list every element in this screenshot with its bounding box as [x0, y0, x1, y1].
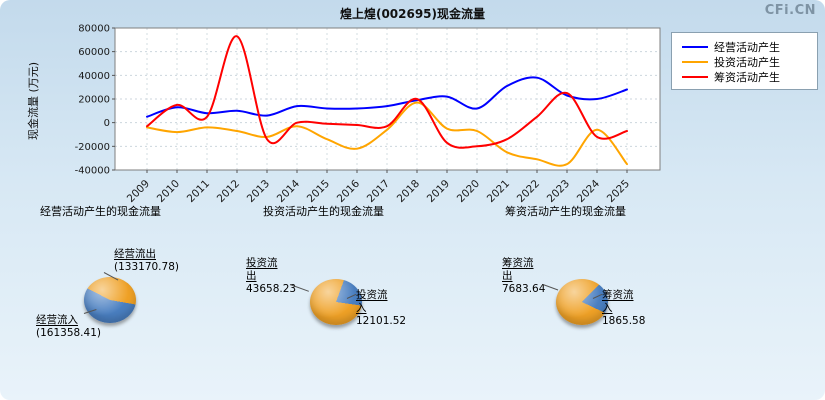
pie-label-operating-outflow: 经营流出 (133170.78)	[114, 248, 179, 274]
svg-text:2009: 2009	[125, 178, 152, 205]
legend-line-financing-icon	[682, 75, 708, 78]
label-financing-inflow-name: 筹资流入	[602, 289, 634, 314]
legend-line-investing-icon	[682, 60, 708, 63]
chart-legend: 经营活动产生 投资活动产生 筹资活动产生	[671, 32, 818, 90]
svg-text:80000: 80000	[78, 24, 110, 35]
svg-text:2010: 2010	[155, 178, 182, 205]
svg-text:2014: 2014	[275, 177, 303, 205]
pie-chart-operating	[84, 277, 136, 323]
label-financing-outflow-value: 7683.64	[502, 282, 546, 295]
svg-text:2023: 2023	[545, 178, 572, 205]
svg-text:2021: 2021	[485, 178, 512, 205]
svg-text:-20000: -20000	[75, 142, 110, 153]
label-financing-outflow-name: 筹资流出	[502, 257, 534, 282]
pie-label-investing-inflow: 投资流入 12101.52	[356, 289, 406, 327]
svg-text:60000: 60000	[78, 47, 110, 58]
label-investing-inflow-name: 投资流入	[356, 289, 388, 314]
svg-text:2024: 2024	[575, 177, 603, 205]
svg-text:-40000: -40000	[75, 166, 110, 177]
legend-item-financing: 筹资活动产生	[682, 69, 813, 84]
pie-label-financing-outflow: 筹资流出 7683.64	[502, 257, 545, 295]
legend-line-operating-icon	[682, 45, 708, 48]
svg-text:2011: 2011	[185, 178, 212, 205]
label-operating-inflow-name: 经营流入	[36, 314, 78, 326]
svg-text:2015: 2015	[305, 178, 332, 205]
legend-item-investing: 投资活动产生	[682, 54, 813, 69]
legend-item-operating: 经营活动产生	[682, 39, 813, 54]
svg-text:2017: 2017	[365, 178, 392, 205]
chart-title: 煌上煌(002695)现金流量	[339, 7, 486, 21]
pie-label-investing-outflow: 投资流出 43658.23	[246, 257, 296, 295]
label-operating-outflow-name: 经营流出	[114, 248, 156, 260]
svg-text:2012: 2012	[215, 178, 242, 205]
svg-text:2013: 2013	[245, 178, 272, 205]
cfi-logo: CFi.CN	[764, 3, 816, 18]
svg-text:2018: 2018	[395, 178, 422, 205]
legend-label-investing: 投资活动产生	[714, 55, 780, 69]
label-investing-inflow-value: 12101.52	[356, 314, 407, 327]
svg-text:40000: 40000	[78, 71, 110, 82]
pie-label-financing-inflow: 筹资流入 1865.58	[602, 289, 645, 327]
svg-text:2016: 2016	[335, 177, 363, 205]
svg-text:2020: 2020	[455, 178, 482, 205]
pie-label-operating-inflow: 经营流入 (161358.41)	[36, 314, 101, 340]
legend-label-operating: 经营活动产生	[714, 40, 780, 54]
svg-text:0: 0	[104, 118, 110, 129]
y-axis-title: 现金流量 (万元)	[27, 61, 40, 141]
section-heading-financing: 筹资活动产生的现金流量	[505, 205, 626, 218]
svg-text:2025: 2025	[605, 178, 632, 205]
section-heading-investing: 投资活动产生的现金流量	[263, 205, 384, 218]
svg-text:2019: 2019	[425, 178, 452, 205]
pie-chart-investing	[310, 279, 362, 325]
legend-label-financing: 筹资活动产生	[714, 70, 780, 84]
label-operating-outflow-value: (133170.78)	[114, 260, 179, 273]
label-financing-inflow-value: 1865.58	[602, 314, 646, 327]
section-heading-operating: 经营活动产生的现金流量	[40, 205, 161, 218]
pie-chart-financing	[556, 279, 608, 325]
label-operating-inflow-value: (161358.41)	[36, 326, 101, 339]
svg-text:2022: 2022	[515, 178, 542, 205]
label-investing-outflow-name: 投资流出	[246, 257, 278, 282]
svg-text:20000: 20000	[78, 95, 110, 106]
label-investing-outflow-value: 43658.23	[246, 282, 297, 295]
